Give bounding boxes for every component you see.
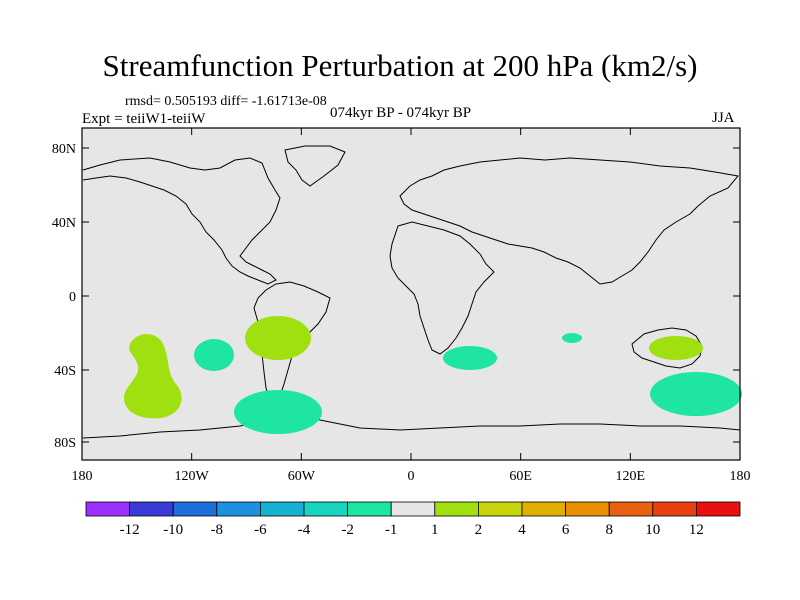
colorbar-label: 6 bbox=[562, 522, 570, 538]
lon-tick-label: 180 bbox=[72, 469, 93, 484]
colorbar-swatch bbox=[85, 501, 130, 517]
lon-tick-label: 60W bbox=[288, 469, 316, 484]
colorbar-swatch bbox=[129, 501, 174, 517]
colorbar: -12 -10 -8 -6 -4 -2 -1 1 2 4 6 8 10 12 bbox=[85, 501, 741, 538]
colorbar-swatch bbox=[477, 501, 523, 517]
anomaly-australia-positive bbox=[649, 336, 703, 360]
lat-tick-label: 80N bbox=[52, 142, 76, 157]
coastline-antarctica bbox=[82, 411, 741, 439]
lat-tick-label: 0 bbox=[69, 290, 76, 305]
colorbar-label: -12 bbox=[120, 522, 140, 538]
colorbar-swatch bbox=[521, 501, 566, 517]
map-title: Streamfunction Perturbation at 200 hPa (… bbox=[102, 48, 698, 83]
lon-tick-label: 180 bbox=[730, 469, 751, 484]
coastline-eurasia bbox=[399, 157, 739, 285]
colorbar-label: 1 bbox=[431, 522, 439, 538]
coastline-north-america bbox=[82, 157, 281, 285]
colorbar-label: 2 bbox=[475, 522, 483, 538]
colorbar-label: 12 bbox=[689, 522, 704, 538]
colorbar-label: -6 bbox=[254, 522, 267, 538]
colorbar-label: -2 bbox=[341, 522, 354, 538]
colorbar-swatch bbox=[216, 501, 261, 517]
colorbar-swatch bbox=[390, 501, 436, 517]
stats-label: rmsd= 0.505193 diff= -1.61713e-08 bbox=[125, 94, 327, 109]
colorbar-swatch bbox=[652, 501, 697, 517]
latitude-axis: 80N 40N 0 40S 80S bbox=[52, 142, 740, 451]
anomaly-south-pacific-negative bbox=[194, 339, 234, 371]
colorbar-swatch bbox=[565, 501, 610, 517]
coastline-africa bbox=[389, 221, 495, 355]
lat-tick-label: 40S bbox=[54, 364, 76, 379]
coastlines bbox=[82, 145, 741, 439]
colorbar-label: -4 bbox=[298, 522, 311, 538]
lon-tick-label: 60E bbox=[509, 469, 532, 484]
colorbar-swatch bbox=[259, 501, 305, 517]
anomaly-south-pacific-positive bbox=[124, 333, 182, 419]
colorbar-swatch bbox=[172, 501, 218, 517]
colorbar-label: 8 bbox=[605, 522, 613, 538]
map-background bbox=[82, 128, 740, 460]
lon-tick-label: 0 bbox=[408, 469, 415, 484]
anomaly-south-america-positive bbox=[245, 316, 311, 360]
coastline-south-america bbox=[253, 281, 331, 405]
lat-tick-label: 40N bbox=[52, 216, 76, 231]
experiment-label: Expt = teiiW1-teiiW bbox=[82, 111, 206, 127]
colorbar-label: -8 bbox=[211, 522, 224, 538]
colorbar-label: 10 bbox=[645, 522, 660, 538]
lat-tick-label: 80S bbox=[54, 436, 76, 451]
anomaly-indian-ocean-negative bbox=[562, 333, 582, 343]
colorbar-swatch bbox=[608, 501, 654, 517]
lon-tick-label: 120W bbox=[175, 469, 210, 484]
coastline-greenland bbox=[284, 145, 346, 187]
colorbar-label: -10 bbox=[163, 522, 183, 538]
colorbar-swatch bbox=[347, 501, 392, 517]
season-label: JJA bbox=[712, 110, 735, 126]
period-label: 074kyr BP - 074kyr BP bbox=[330, 105, 472, 121]
colorbar-label: 4 bbox=[518, 522, 526, 538]
anomaly-layer bbox=[124, 316, 742, 434]
colorbar-swatch bbox=[303, 501, 348, 517]
anomaly-tasman-sea-negative bbox=[650, 372, 742, 416]
colorbar-swatch bbox=[696, 501, 741, 517]
anomaly-south-africa-negative bbox=[443, 346, 497, 370]
colorbar-swatch bbox=[434, 501, 479, 517]
coastline-australia bbox=[631, 327, 703, 369]
anomaly-drake-passage-negative bbox=[234, 390, 322, 434]
lon-tick-label: 120E bbox=[616, 469, 646, 484]
colorbar-label: -1 bbox=[385, 522, 398, 538]
longitude-axis: 180 120W 60W 0 60E 120E 180 bbox=[72, 128, 751, 484]
